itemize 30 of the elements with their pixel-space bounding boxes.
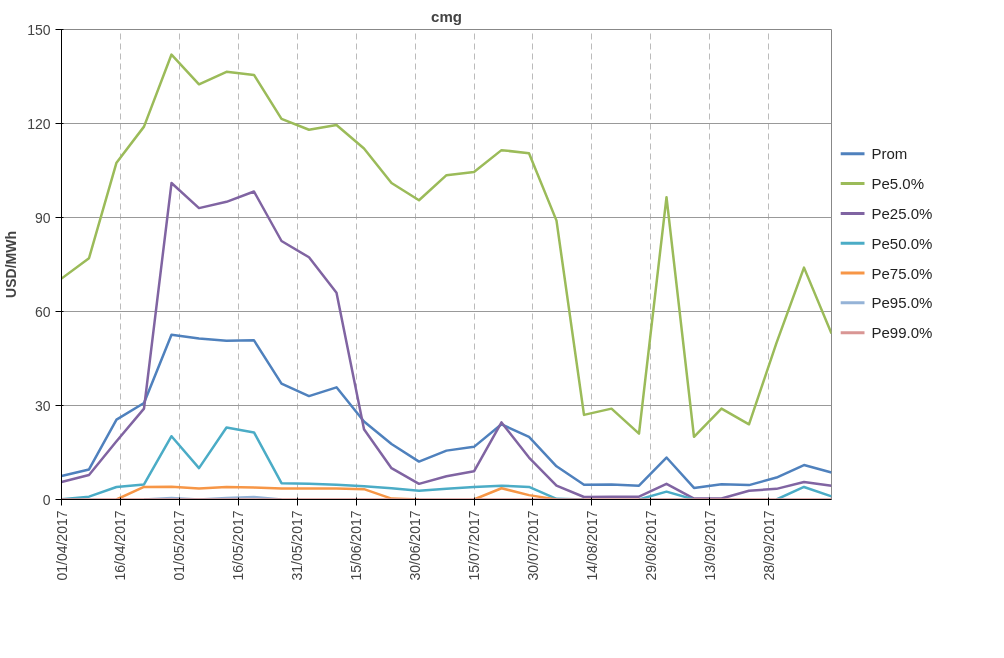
- x-tick-label: 15/07/2017: [466, 510, 482, 581]
- x-tick-label: 14/08/2017: [583, 510, 600, 581]
- legend-label: Pe50.0%: [871, 234, 933, 252]
- x-tick-label: 01/04/2017: [53, 510, 70, 581]
- legend-label: Pe95.0%: [871, 294, 933, 312]
- x-tick-label: 16/04/2017: [112, 510, 129, 581]
- y-tick-label: 30: [34, 397, 51, 414]
- x-tick-label: 15/06/2017: [348, 510, 365, 581]
- legend-label: Pe25.0%: [871, 204, 933, 222]
- legend-label: Pe99.0%: [871, 324, 933, 342]
- y-tick-label: 60: [34, 303, 51, 320]
- x-tick-label: 28/09/2017: [760, 510, 777, 581]
- y-tick-label: 150: [27, 21, 51, 38]
- x-tick-label: 30/06/2017: [407, 510, 424, 581]
- x-tick-label: 29/08/2017: [642, 510, 659, 581]
- x-tick-label: 30/07/2017: [524, 510, 541, 581]
- x-tick-label: 13/09/2017: [701, 510, 718, 581]
- y-tick-label: 120: [27, 115, 51, 132]
- legend-label: Pe5.0%: [871, 175, 925, 193]
- y-tick-label: 90: [34, 209, 51, 226]
- line-series: [61, 333, 832, 490]
- y-axis-title: USD/MWh: [3, 231, 20, 298]
- chart-title: cmg: [431, 7, 462, 25]
- legend-label: Pe75.0%: [871, 264, 933, 282]
- line-series: [61, 53, 832, 439]
- x-tick-label: 16/05/2017: [230, 510, 247, 581]
- x-tick-label: 31/05/2017: [289, 510, 306, 581]
- x-tick-label: 01/05/2017: [171, 510, 188, 581]
- y-tick-label: 0: [42, 491, 51, 508]
- legend-label: Prom: [871, 145, 908, 163]
